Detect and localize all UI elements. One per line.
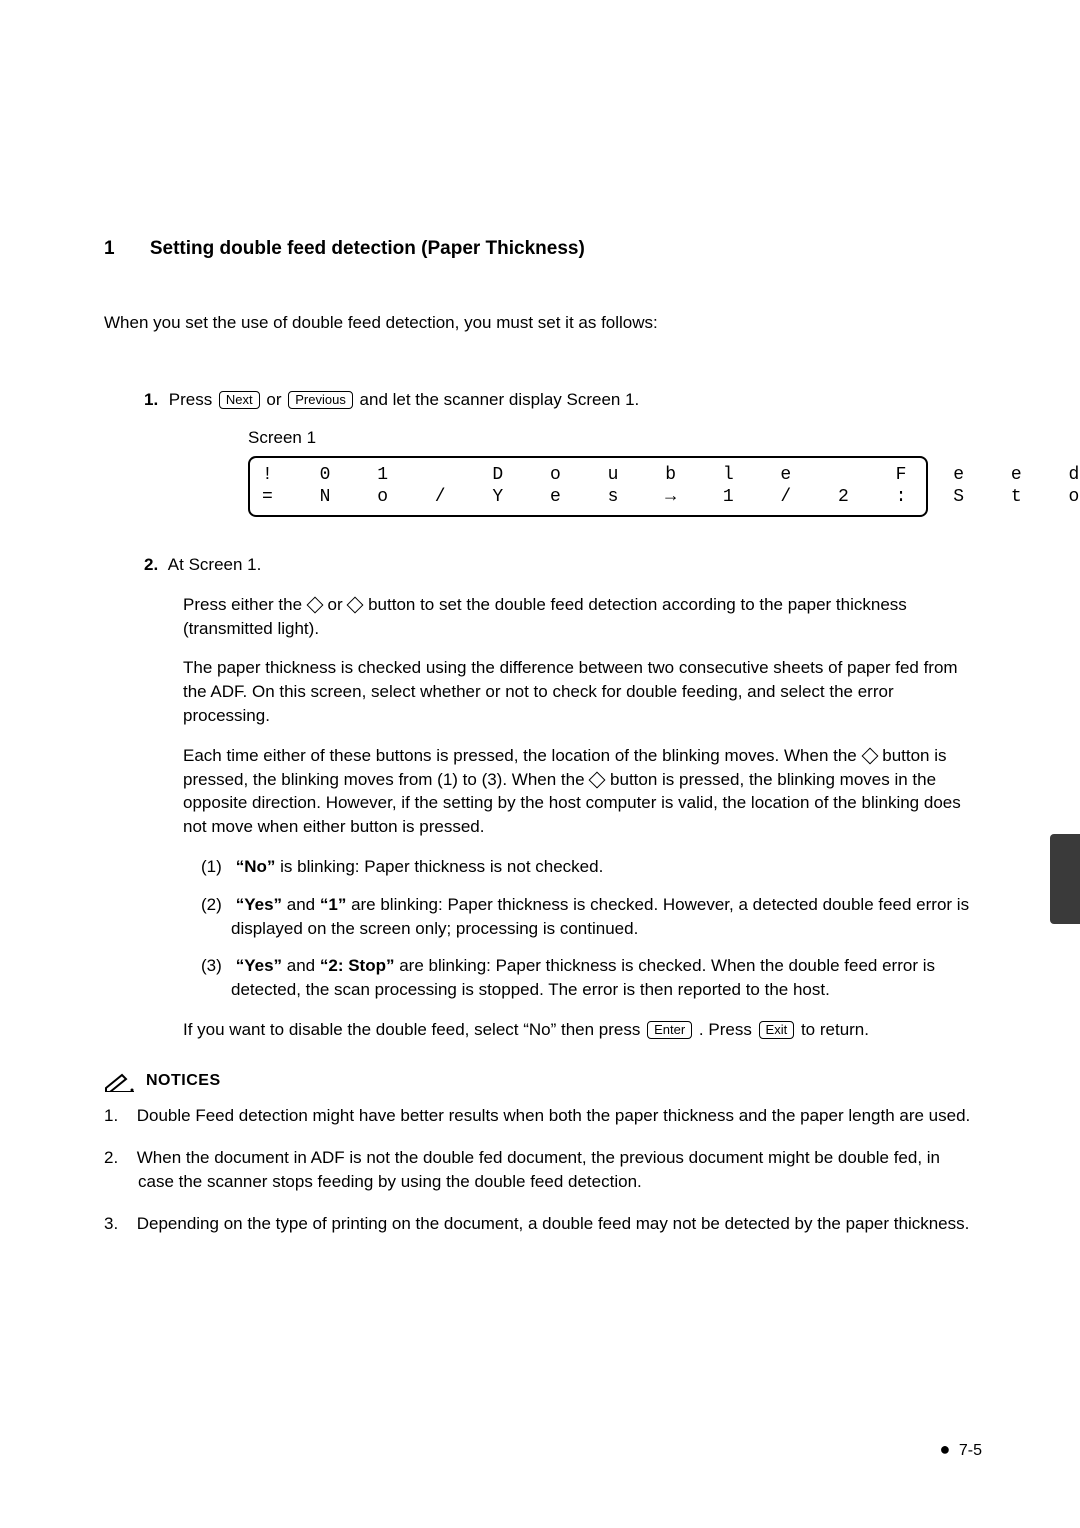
section-title: Setting double feed detection (Paper Thi… — [150, 238, 585, 259]
previous-key-icon: Previous — [288, 391, 353, 409]
exit-key-icon: Exit — [759, 1021, 795, 1039]
notice-text: Double Feed detection might have better … — [137, 1106, 971, 1125]
bullet-icon: ● — [940, 1439, 951, 1459]
right-diamond-icon — [861, 747, 878, 764]
option-bold: “1” — [320, 895, 346, 914]
enter-key-icon: Enter — [647, 1021, 692, 1039]
step-body: Press Next or Previous and let the scann… — [169, 390, 640, 409]
paragraph: Press either the or button to set the do… — [183, 593, 980, 641]
option-bold: “2: Stop” — [320, 956, 395, 975]
notices-heading: NOTICES — [104, 1070, 980, 1092]
text: or — [328, 595, 348, 614]
screen-label: Screen 1 — [248, 426, 980, 450]
option-rest: is blinking: Paper thickness is not chec… — [280, 857, 603, 876]
text: . Press — [699, 1020, 757, 1039]
text: Press — [169, 390, 217, 409]
option-bold: “No” — [236, 857, 276, 876]
page-number: ● 7-5 — [940, 1437, 982, 1462]
right-diamond-icon — [347, 596, 364, 613]
lcd-line-1: ! 0 1 D o u b l e F e e d — [262, 465, 1080, 485]
step-1: 1. Press Next or Previous and let the sc… — [144, 388, 980, 517]
left-diamond-icon — [589, 771, 606, 788]
section-heading: 1 Setting double feed detection (Paper T… — [104, 236, 980, 263]
step-2: 2. At Screen 1. Press either the or butt… — [144, 553, 980, 1042]
left-diamond-icon — [306, 596, 323, 613]
option-item: (1) “No” is blinking: Paper thickness is… — [201, 855, 980, 879]
intro-text: When you set the use of double feed dete… — [104, 311, 980, 335]
option-num: (3) — [201, 954, 231, 978]
option-bold: “Yes” — [236, 956, 282, 975]
step-block: Press either the or button to set the do… — [144, 593, 980, 1042]
text: to return. — [801, 1020, 869, 1039]
option-num: (1) — [201, 855, 231, 879]
text: and — [282, 956, 320, 975]
option-item: (3) “Yes” and “2: Stop” are blinking: Pa… — [201, 954, 980, 1002]
option-bold: “Yes” — [236, 895, 282, 914]
pencil-icon — [104, 1070, 136, 1092]
paragraph: The paper thickness is checked using the… — [183, 656, 980, 727]
step-marker: 2. — [144, 553, 164, 577]
text: and let the scanner display Screen 1. — [360, 390, 640, 409]
text: and — [282, 895, 320, 914]
step-marker: 1. — [144, 388, 164, 412]
paragraph: Each time either of these buttons is pre… — [183, 744, 980, 839]
notice-num: 3. — [104, 1212, 132, 1236]
notices-label: NOTICES — [146, 1070, 221, 1092]
notice-text: Depending on the type of printing on the… — [137, 1214, 970, 1233]
notice-item: 3. Depending on the type of printing on … — [104, 1212, 980, 1236]
step-list: 1. Press Next or Previous and let the sc… — [104, 388, 980, 1041]
notice-text: When the document in ADF is not the doub… — [137, 1148, 940, 1191]
page-number-text: 7-5 — [959, 1442, 982, 1459]
step-title: At Screen 1. — [168, 555, 262, 574]
option-num: (2) — [201, 893, 231, 917]
notices-list: 1. Double Feed detection might have bett… — [104, 1104, 980, 1235]
option-item: (2) “Yes” and “1” are blinking: Paper th… — [201, 893, 980, 941]
notice-item: 2. When the document in ADF is not the d… — [104, 1146, 980, 1194]
paragraph: If you want to disable the double feed, … — [183, 1018, 980, 1042]
text: Each time either of these buttons is pre… — [183, 746, 862, 765]
notice-num: 2. — [104, 1146, 132, 1170]
text: or — [266, 390, 286, 409]
lcd-line-2: = N o / Y e s → 1 / 2 : S t o p — [262, 487, 1080, 507]
lcd-display: ! 0 1 D o u b l e F e e d = N o / Y e s … — [248, 456, 928, 517]
option-list: (1) “No” is blinking: Paper thickness is… — [183, 855, 980, 1002]
notices-block: NOTICES 1. Double Feed detection might h… — [104, 1070, 980, 1236]
next-key-icon: Next — [219, 391, 260, 409]
section-number: 1 — [104, 236, 115, 263]
notice-num: 1. — [104, 1104, 132, 1128]
text: Press either the — [183, 595, 307, 614]
side-tab — [1050, 834, 1080, 924]
text: If you want to disable the double feed, … — [183, 1020, 645, 1039]
notice-item: 1. Double Feed detection might have bett… — [104, 1104, 980, 1128]
